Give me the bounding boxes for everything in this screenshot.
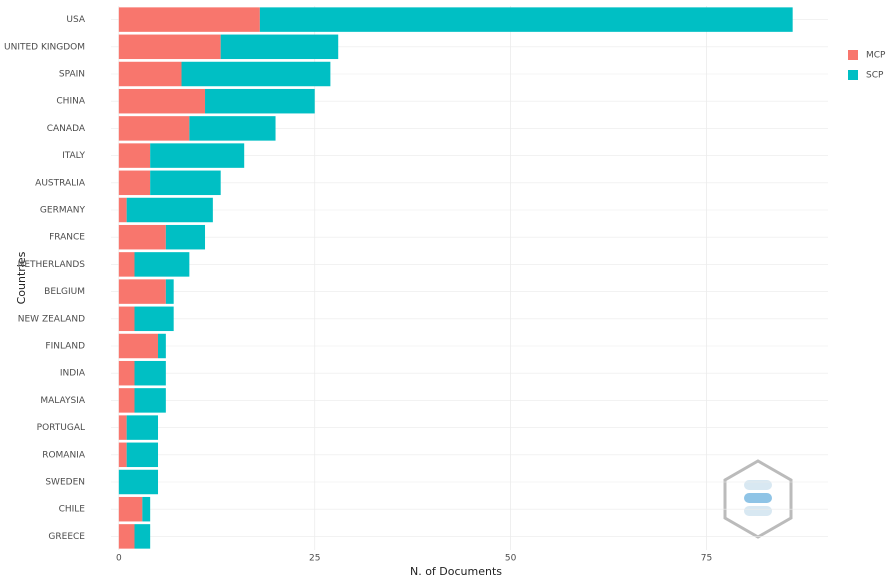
bar-segment (220, 34, 339, 60)
bar-segment (118, 469, 159, 495)
bar-segment (134, 360, 166, 386)
bar-segment (118, 524, 135, 549)
bar-segment (118, 116, 190, 141)
x-tick-label: 0 (116, 554, 122, 564)
y-axis-title: Countries (15, 251, 28, 304)
bar-segment (134, 524, 151, 549)
x-tick-label: 75 (701, 554, 712, 564)
y-tick-label: NETHERLANDS (18, 260, 86, 270)
y-tick-label: GERMANY (40, 206, 86, 216)
bar-segment (118, 143, 151, 168)
y-tick-label: BELGIUM (44, 287, 85, 297)
bar-segment (118, 7, 260, 32)
bar-segment (118, 197, 127, 223)
bar-segment (118, 306, 135, 332)
y-tick-label: PORTUGAL (37, 423, 85, 433)
y-tick-label: SPAIN (59, 70, 85, 80)
bar-segment (118, 442, 127, 468)
y-tick-label: FRANCE (49, 233, 85, 243)
x-tick-label: 25 (309, 554, 320, 564)
y-tick-label: CHILE (59, 505, 86, 515)
bar-segment (118, 61, 182, 87)
bar-segment (118, 170, 151, 196)
y-tick-label: USA (66, 15, 85, 25)
y-tick-label: CANADA (47, 124, 86, 134)
bar-segment (118, 415, 127, 440)
y-tick-label: FINLAND (45, 342, 85, 352)
y-tick-label: SWEDEN (45, 478, 85, 488)
bar-segment (126, 442, 159, 468)
bar-segment (118, 496, 143, 522)
bar-segment (118, 279, 166, 304)
y-tick-label: UNITED KINGDOM (4, 42, 85, 52)
legend-swatch (848, 50, 858, 60)
watermark-logo (723, 459, 793, 539)
bar-segment (158, 333, 166, 359)
bar-segment (259, 7, 793, 32)
y-tick-label: ITALY (62, 151, 85, 161)
y-tick-label: CHINA (56, 97, 85, 107)
bar-segment (134, 306, 174, 332)
bar-segment (142, 496, 151, 522)
bar-segment (189, 116, 276, 141)
bar-segment (118, 333, 159, 359)
y-tick-label: NEW ZEALAND (18, 314, 85, 324)
bar-segment (150, 170, 221, 196)
y-tick-label: INDIA (60, 369, 86, 379)
y-tick-label: ROMANIA (42, 450, 86, 460)
bar-segment (134, 388, 166, 413)
y-tick-label: MALAYSIA (40, 396, 85, 406)
legend-label: SCP (866, 71, 884, 81)
bar-segment (205, 88, 315, 114)
x-axis-title: N. of Documents (410, 565, 502, 578)
bar-segment (134, 252, 190, 277)
bar-segment (118, 388, 135, 413)
x-tick-label: 50 (505, 554, 517, 564)
bar-segment (118, 34, 221, 60)
bar-segment (118, 224, 166, 250)
bar-segment (118, 252, 135, 277)
y-tick-label: AUSTRALIA (35, 178, 86, 188)
bar-segment (181, 61, 331, 87)
legend-swatch (848, 70, 858, 80)
y-tick-label: GREECE (48, 532, 85, 542)
bar-segment (126, 197, 213, 223)
bar-segment (165, 279, 174, 304)
legend-label: MCP (866, 51, 886, 61)
bar-segment (118, 88, 206, 114)
bar-segment (165, 224, 206, 250)
bar-segment (150, 143, 245, 168)
bar-segment (118, 360, 135, 386)
bar-segment (126, 415, 159, 440)
